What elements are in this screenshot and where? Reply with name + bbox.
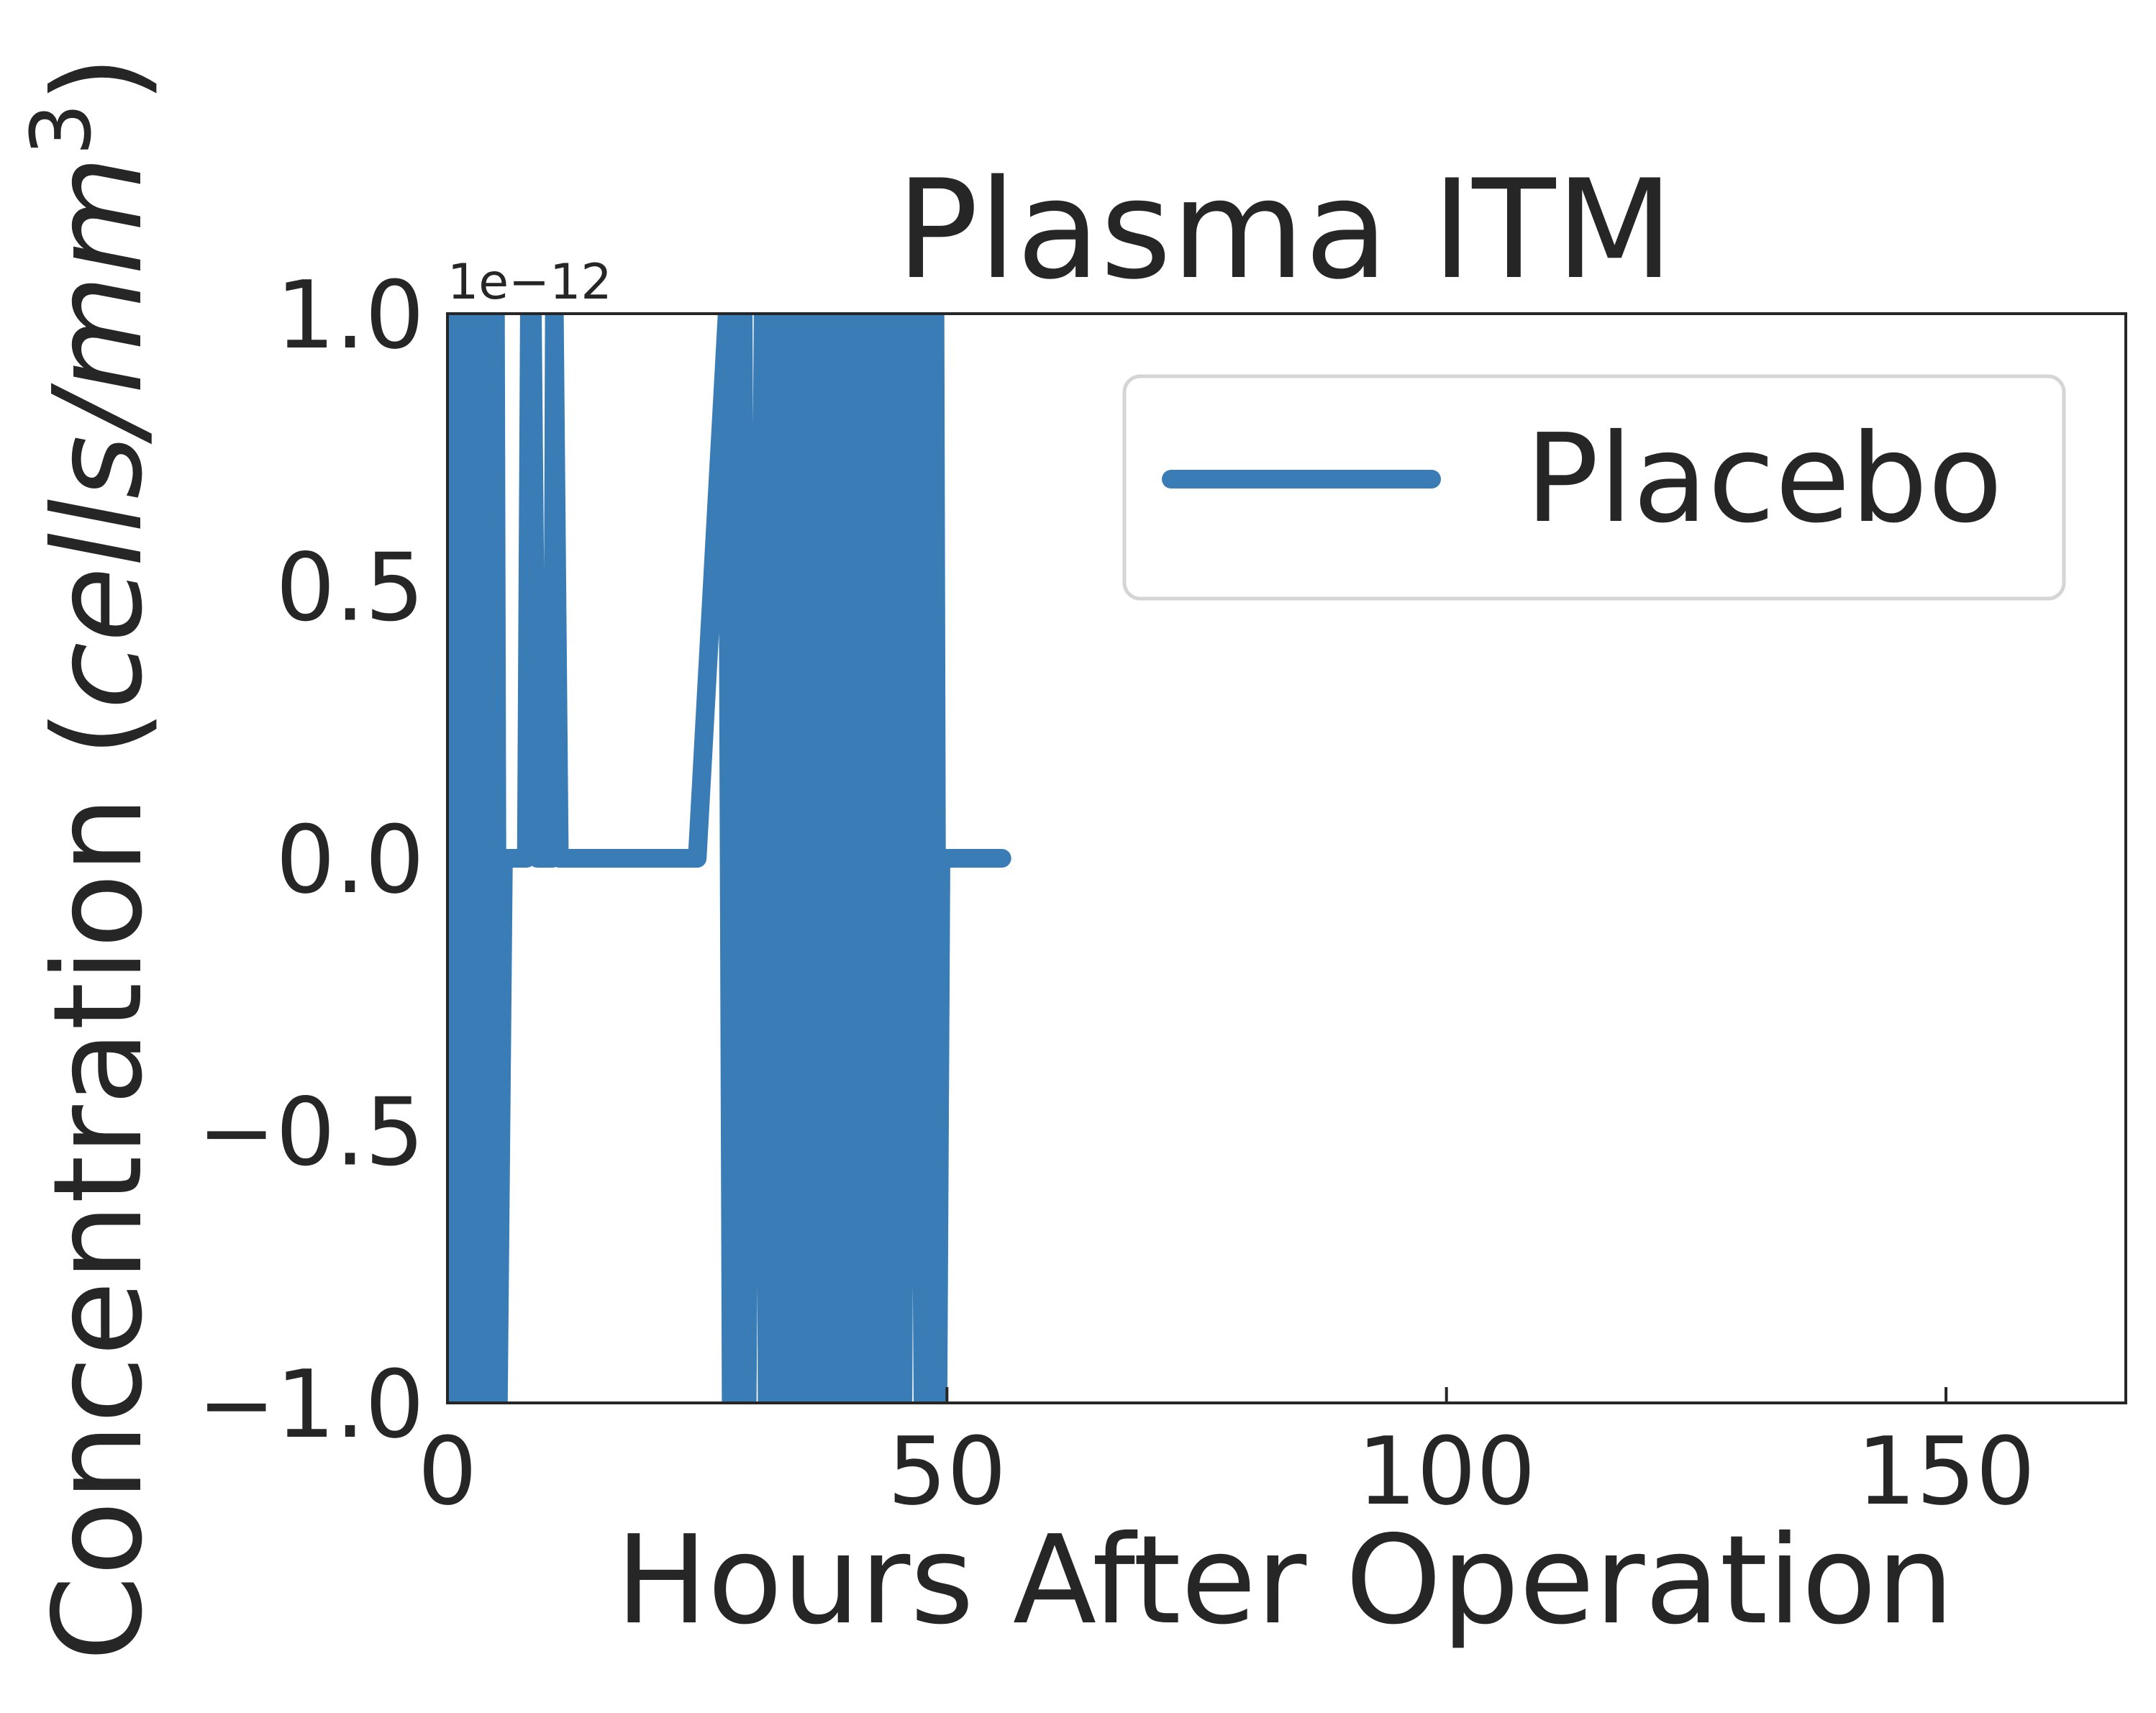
y-axis-label: Concentration (cells/mm3)	[14, 55, 170, 1661]
x-tick-label: 0	[418, 1417, 478, 1526]
y-tick-label: 1.0	[276, 260, 424, 370]
y-axis-label-close: )	[27, 55, 170, 103]
y-axis-label-sup: 3	[14, 103, 110, 155]
y-axis-label-main: Concentration (	[27, 709, 170, 1661]
legend-label-placebo: Placebo	[1525, 408, 2003, 550]
x-axis: 0 50 100 150	[418, 1387, 2035, 1526]
y-tick-label: −0.5	[197, 1078, 424, 1187]
y-tick-label: 0.0	[276, 805, 424, 914]
y-axis: −1.0 −0.5 0.0 0.5 1.0	[197, 260, 424, 1459]
legend-box	[1122, 374, 2066, 601]
x-tick-label: 100	[1357, 1417, 1536, 1526]
x-axis-label: Hours After Operation	[616, 1509, 1954, 1652]
y-tick-label: 0.5	[276, 533, 424, 642]
series-line-placebo	[447, 314, 1011, 1403]
series-layer	[447, 314, 1011, 1403]
y-axis-label-unit: cells/mm	[27, 155, 170, 709]
y-offset-label: 1e−12	[447, 254, 612, 311]
plot-frame	[446, 312, 2127, 1404]
x-tick-label: 50	[888, 1417, 1006, 1526]
y-tick-label: −1.0	[197, 1350, 424, 1459]
legend: Placebo	[1122, 374, 2066, 601]
x-tick-label: 150	[1857, 1417, 2035, 1526]
chart-title: Plasma ITM	[896, 150, 1674, 309]
